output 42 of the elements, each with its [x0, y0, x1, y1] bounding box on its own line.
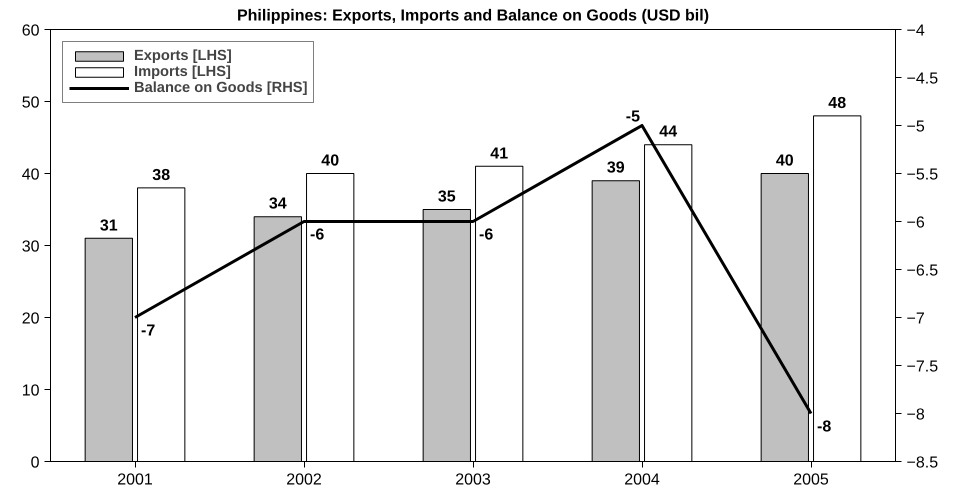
data-label: 39 — [606, 160, 625, 177]
y2-tick-label: −5 — [906, 118, 925, 136]
data-label: 41 — [490, 145, 508, 162]
y2-tick-label: −5.5 — [906, 166, 938, 184]
legend-label: Balance on Goods [RHS] — [134, 80, 308, 96]
data-label: -8 — [817, 418, 832, 436]
y-tick-label: 50 — [22, 94, 40, 112]
y2-tick-label: −8.5 — [906, 454, 938, 472]
x-tick-label: 2005 — [793, 472, 829, 488]
data-label: -7 — [141, 322, 156, 340]
y-tick-label: 0 — [30, 454, 40, 472]
y-tick-label: 30 — [22, 238, 40, 256]
y2-tick-label: −6 — [906, 214, 925, 232]
data-label: 38 — [152, 166, 170, 184]
legend-label: Exports [LHS] — [134, 48, 232, 64]
y-tick-label: 20 — [22, 310, 40, 328]
data-label: 40 — [776, 152, 794, 170]
legend-label: Imports [LHS] — [134, 64, 231, 80]
y-tick-label: 40 — [22, 166, 40, 184]
y2-tick-label: −7.5 — [906, 358, 938, 376]
x-tick-label: 2004 — [624, 472, 660, 488]
y-tick-label: 60 — [22, 22, 40, 40]
data-label: 31 — [100, 217, 118, 234]
data-label: 44 — [659, 124, 678, 141]
y2-tick-label: −7 — [906, 310, 925, 328]
data-label: 35 — [438, 188, 456, 206]
data-label: -6 — [310, 226, 324, 244]
data-label: 40 — [321, 152, 340, 170]
y2-tick-label: −8 — [906, 406, 925, 424]
chart-title: Philippines: Exports, Imports and Balance on Goods (USD bil) — [236, 8, 710, 24]
data-label: 48 — [828, 94, 846, 112]
x-tick-label: 2001 — [117, 472, 153, 488]
bar — [592, 180, 640, 462]
x-tick-label: 2003 — [455, 472, 491, 488]
y-tick-label: 10 — [22, 382, 40, 400]
y2-tick-label: −4.5 — [906, 70, 938, 88]
x-tick-label: 2002 — [286, 472, 322, 488]
y2-tick-label: −4 — [906, 22, 925, 40]
data-label: -6 — [479, 226, 494, 244]
data-label: -5 — [626, 108, 640, 126]
data-label: 34 — [268, 196, 287, 213]
y2-tick-label: −6.5 — [906, 262, 938, 280]
